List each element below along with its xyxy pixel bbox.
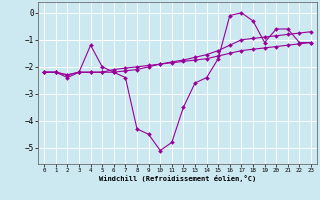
X-axis label: Windchill (Refroidissement éolien,°C): Windchill (Refroidissement éolien,°C) [99, 175, 256, 182]
